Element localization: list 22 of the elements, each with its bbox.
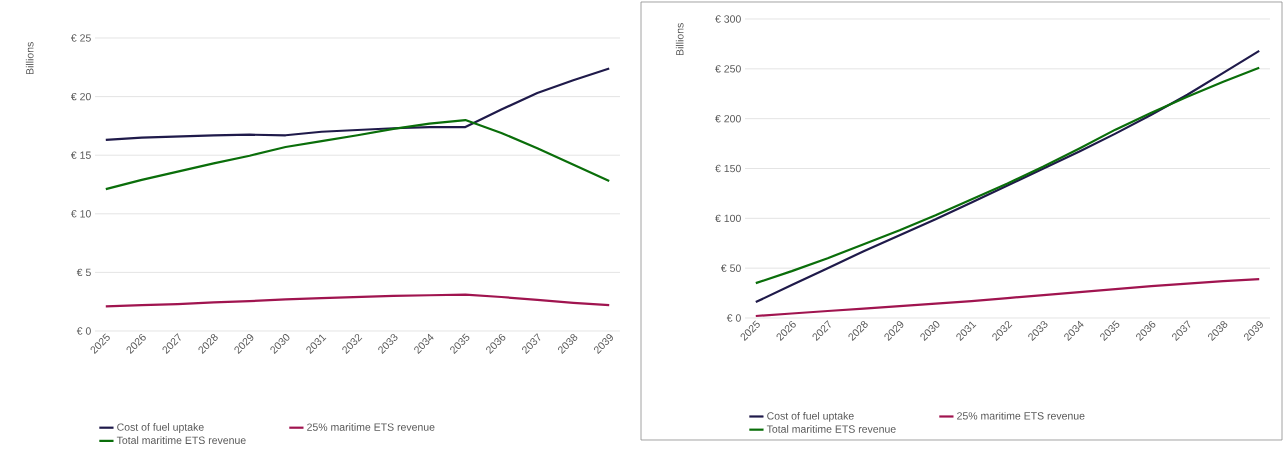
y-tick-label: € 0 <box>76 327 91 335</box>
y-tick-label: € 50 <box>720 264 741 272</box>
y-tick-label: € 150 <box>715 164 741 173</box>
y-axis-title: Billions <box>25 42 34 75</box>
y-tick-label: € 15 <box>70 151 91 159</box>
y-tick-label: € 5 <box>76 268 91 277</box>
y-tick-label: € 300 <box>715 15 741 23</box>
y-axis-title: Billions <box>675 23 684 56</box>
legend-label: 25% maritime ETS revenue <box>307 423 435 431</box>
legend-label: Total maritime ETS revenue <box>766 425 896 433</box>
y-tick-label: € 0 <box>726 314 741 322</box>
y-tick-label: € 20 <box>70 92 91 101</box>
legend-label: Cost of fuel uptake <box>767 411 854 422</box>
y-tick-label: € 200 <box>715 114 741 123</box>
legend-label: 25% maritime ETS revenue <box>957 411 1085 420</box>
y-tick-label: € 10 <box>70 210 91 218</box>
y-tick-label: € 250 <box>715 65 741 73</box>
legend-label: Total maritime ETS revenue <box>116 436 246 444</box>
y-tick-label: € 25 <box>70 34 91 42</box>
legend-label: Cost of fuel uptake <box>117 423 204 433</box>
line-series <box>754 278 1261 318</box>
y-tick-label: € 100 <box>715 214 741 223</box>
